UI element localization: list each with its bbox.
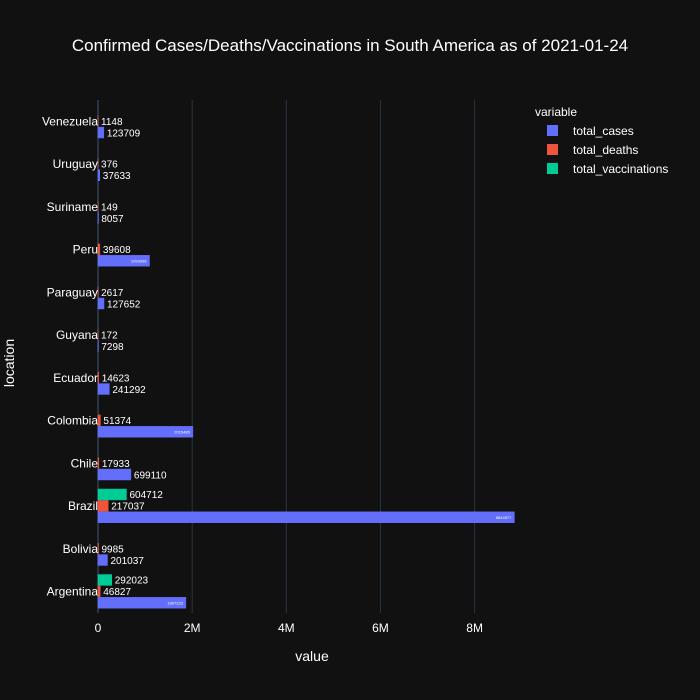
- legend[interactable]: variable total_cases total_deaths total_va…: [535, 105, 668, 176]
- bar-value-label: 699110: [134, 470, 167, 481]
- bar-value-label: 8844577: [496, 515, 512, 520]
- bar-value-label: 149: [101, 202, 118, 213]
- gridlines: [97, 100, 476, 613]
- bar-value-label: 2617: [101, 288, 124, 299]
- y-tick-label: Venezuela: [42, 114, 98, 128]
- bar-total-cases[interactable]: [97, 297, 105, 310]
- legend-swatch: [547, 125, 558, 136]
- y-axis: Venezuela Uruguay Suriname Peru Paraguay Guya…: [42, 114, 98, 598]
- x-axis-title: value: [295, 648, 329, 664]
- bar-total-deaths[interactable]: [97, 585, 101, 598]
- y-tick-label: Brazil: [68, 499, 98, 513]
- bar-value-label: 292023: [115, 576, 149, 587]
- x-tick-label: 2M: [184, 621, 201, 635]
- bar-value-label: 604712: [129, 490, 163, 501]
- y-tick-label: Chile: [71, 456, 99, 470]
- legend-label: total_deaths: [573, 143, 638, 157]
- bar-total-cases[interactable]: [97, 383, 110, 395]
- chart-title: Confirmed Cases/Deaths/Vaccinations in S…: [72, 36, 628, 55]
- bar-value-label: 9985: [101, 544, 124, 555]
- x-tick-label: 8M: [466, 621, 483, 635]
- bar-value-label: 17933: [102, 459, 130, 470]
- bar-value-label: 1867223: [167, 601, 183, 606]
- x-tick-label: 0: [95, 621, 102, 635]
- legend-label: total_vaccinations: [573, 162, 668, 176]
- y-tick-label: Uruguay: [53, 157, 98, 171]
- y-tick-label: Bolivia: [63, 542, 99, 556]
- legend-item-total-deaths[interactable]: total_deaths: [547, 143, 638, 157]
- bars: [97, 115, 515, 609]
- bar-value-label: 2015485: [174, 430, 190, 435]
- bar-total-cases[interactable]: [97, 511, 515, 523]
- bar-value-label: 51374: [103, 416, 131, 427]
- legend-item-total-cases[interactable]: total_cases: [547, 124, 634, 138]
- bar-total-cases[interactable]: [97, 554, 108, 566]
- bar-total-cases[interactable]: [97, 426, 194, 438]
- bar-total-vaccinations[interactable]: [97, 488, 127, 501]
- bar-total-deaths[interactable]: [97, 414, 101, 427]
- x-tick-label: 4M: [278, 621, 295, 635]
- bar-value-label: 123709: [107, 128, 141, 139]
- bar-value-label: 1148: [101, 117, 123, 128]
- bar-value-label: 39608: [103, 245, 131, 256]
- legend-title: variable: [535, 105, 577, 119]
- bar-value-label: 37633: [103, 171, 131, 182]
- bar-value-label: 7298: [101, 342, 124, 353]
- y-tick-label: Suriname: [47, 200, 99, 214]
- legend-swatch: [547, 144, 558, 155]
- bar-value-label: 201037: [110, 556, 144, 567]
- legend-item-total-vaccinations[interactable]: total_vaccinations: [547, 162, 668, 176]
- x-tick-label: 6M: [372, 621, 389, 635]
- bar-value-label: 14623: [102, 373, 130, 384]
- y-axis-title: location: [1, 339, 17, 387]
- bar-total-deaths[interactable]: [97, 243, 101, 256]
- bar-total-deaths[interactable]: [97, 500, 109, 512]
- bar-total-deaths[interactable]: [97, 457, 100, 469]
- y-tick-label: Ecuador: [53, 371, 98, 385]
- bar-total-deaths[interactable]: [97, 371, 99, 384]
- legend-swatch: [547, 163, 558, 174]
- bar-value-label: 8057: [101, 214, 124, 225]
- bar-value-label: 376: [101, 160, 118, 171]
- bar-total-vaccinations[interactable]: [97, 574, 112, 586]
- bar-value-label: 127652: [107, 299, 141, 310]
- y-tick-label: Colombia: [47, 414, 98, 428]
- bar-total-cases[interactable]: [97, 597, 187, 609]
- legend-label: total_cases: [573, 124, 634, 138]
- bar-value-label: 46827: [103, 587, 131, 598]
- y-tick-label: Paraguay: [47, 285, 98, 299]
- bar-total-cases[interactable]: [97, 169, 101, 181]
- y-tick-label: Peru: [73, 243, 98, 257]
- bar-total-cases[interactable]: [97, 255, 150, 267]
- x-axis: 0 2M 4M 6M 8M: [95, 621, 483, 635]
- bar-value-label: 1093938: [131, 259, 147, 264]
- bar-value-label: 217037: [111, 502, 145, 513]
- bar-value-label: 172: [101, 331, 118, 342]
- y-tick-label: Argentina: [47, 585, 99, 599]
- bar-value-label: 241292: [112, 385, 146, 396]
- bar-total-cases[interactable]: [97, 468, 132, 481]
- bar-total-cases[interactable]: [97, 126, 105, 139]
- y-tick-label: Guyana: [56, 328, 98, 342]
